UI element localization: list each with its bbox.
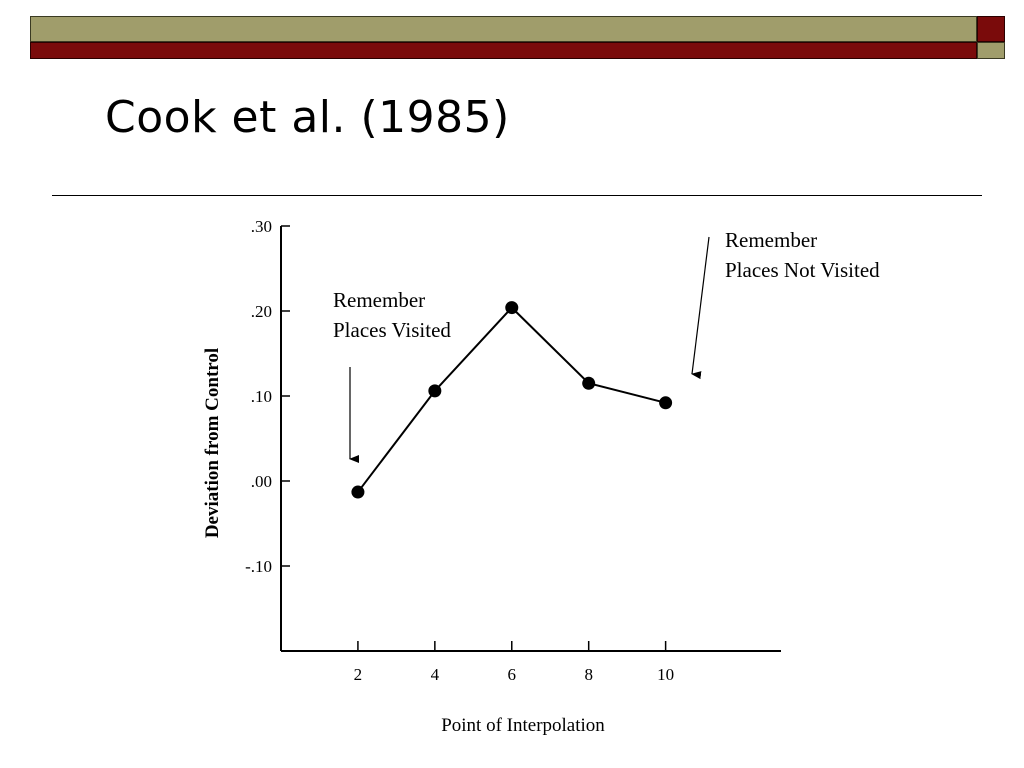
x-tick-label: 10 xyxy=(657,665,674,684)
annotation-visited: Remember Places Visited xyxy=(333,285,451,345)
y-tick-label: .10 xyxy=(251,387,272,406)
data-point xyxy=(582,376,596,390)
y-tick-label: .20 xyxy=(251,302,272,321)
title-divider xyxy=(52,195,982,196)
slide-title: Cook et al. (1985) xyxy=(105,92,510,143)
y-axis-label: Deviation from Control xyxy=(202,348,223,538)
header-olive-square xyxy=(977,42,1005,59)
y-tick-label: .30 xyxy=(251,217,272,236)
annotation-visited-line1: Remember xyxy=(333,288,426,312)
annotation-not-visited-line1: Remember xyxy=(725,228,818,252)
x-tick-label: 2 xyxy=(354,665,363,684)
data-point xyxy=(351,485,365,499)
header-olive-bar xyxy=(30,16,977,42)
x-tick-label: 8 xyxy=(584,665,593,684)
annotation-visited-line2: Places Visited xyxy=(333,318,451,342)
x-tick-label: 6 xyxy=(508,665,517,684)
data-point xyxy=(505,301,519,315)
annotation-not-visited: Remember Places Not Visited xyxy=(725,225,880,285)
y-tick-label: -.10 xyxy=(245,557,272,576)
annotation-not-visited-line2: Places Not Visited xyxy=(725,258,880,282)
annotation-arrow-not-visited xyxy=(691,236,710,380)
x-axis-label: Point of Interpolation xyxy=(441,715,605,736)
header-decoration xyxy=(30,16,1005,59)
data-point xyxy=(428,384,442,398)
x-tick-label: 4 xyxy=(431,665,440,684)
header-maroon-bar xyxy=(30,42,977,59)
y-tick-label: .00 xyxy=(251,472,272,491)
header-maroon-square xyxy=(977,16,1005,42)
data-point xyxy=(659,396,673,410)
